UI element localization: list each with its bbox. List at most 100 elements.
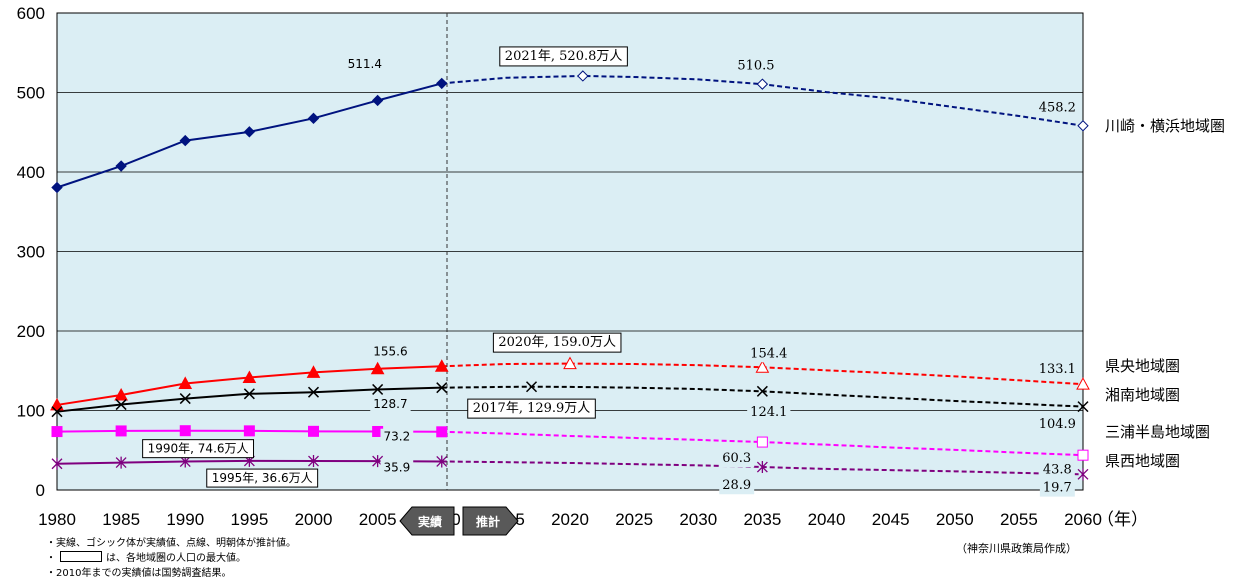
x-tick-2025: 2025 <box>615 510 653 529</box>
x-tick-2055: 2055 <box>1000 510 1038 529</box>
y-tick-200: 200 <box>17 322 45 341</box>
series-3-point-1980 <box>51 426 63 438</box>
series-2-point-2005 <box>372 383 384 395</box>
series-2-point-2010 <box>436 382 448 394</box>
series-0-point-1980 <box>51 181 63 194</box>
series-0-point-1985 <box>115 160 127 172</box>
projection-arrow-label: 推計 <box>476 514 500 529</box>
x-tick-2045: 2045 <box>872 510 910 529</box>
annotation-box-1 <box>499 46 628 67</box>
series-3-point-2000 <box>308 425 319 437</box>
annotation-bg-15 <box>1039 461 1075 479</box>
series-2-proj-point-2017 <box>525 381 538 393</box>
annotation-bg-3 <box>1035 99 1079 117</box>
projection-arrow: 推計 <box>462 506 519 536</box>
annotation-17: 35.9 <box>384 461 411 475</box>
series-label-1: 県央地域圏 <box>1105 357 1180 375</box>
annotation-5: 2020年, 159.0万人 <box>498 335 616 350</box>
note-line-2-suffix: は、各地域圏の人口の最大値。 <box>106 553 246 564</box>
x-tick-2040: 2040 <box>808 510 846 529</box>
y-tick-0: 0 <box>36 481 45 500</box>
annotation-7: 133.1 <box>1039 362 1076 377</box>
note-line-1: ・実線、ゴシック体が実績値、点線、明朝体が推計値。 <box>46 538 296 549</box>
annotation-bg-17 <box>380 459 414 476</box>
series-1-proj-point-2035 <box>755 360 770 373</box>
series-3-point-2010 <box>436 426 448 438</box>
annotation-bg-7 <box>1035 361 1079 379</box>
series-0-point-1990 <box>179 134 191 147</box>
series-2-point-1985 <box>115 399 127 411</box>
series-1-point-1985 <box>114 387 128 401</box>
annotation-box-9 <box>467 398 596 419</box>
series-4-point-1980 <box>51 457 63 470</box>
x-tick-2000: 2000 <box>295 510 333 529</box>
x-tick-2005: 2005 <box>359 510 397 529</box>
annotation-bg-0 <box>344 55 385 72</box>
annotations: 511.4 2021年, 520.8万人 510.5 458.2 155.6 2020年,… <box>142 46 1079 497</box>
series-label-2: 湘南地域圏 <box>1105 386 1180 404</box>
annotation-bg-11 <box>1035 416 1079 434</box>
annotation-box-16 <box>206 468 319 488</box>
y-tick-100: 100 <box>17 402 45 421</box>
annotation-19: 19.7 <box>1043 481 1072 496</box>
series-2-point-1990 <box>179 393 191 405</box>
x-axis-unit: （年） <box>1097 510 1148 530</box>
series-4-point-2010 <box>436 455 448 468</box>
series-2-point-1980 <box>51 406 63 418</box>
series-3-point-1990 <box>179 425 191 437</box>
series-2-point-1995 <box>243 388 255 400</box>
y-tick-600: 600 <box>17 4 45 23</box>
y-tick-500: 500 <box>17 84 45 103</box>
series-0-point-2010 <box>436 77 448 90</box>
annotation-10: 124.1 <box>750 405 787 420</box>
series-0-point-2005 <box>371 94 384 107</box>
series-2-projected-line <box>441 385 1084 408</box>
annotation-bg-2 <box>734 57 778 75</box>
x-tick-2030: 2030 <box>679 510 717 529</box>
x-tick-1990: 1990 <box>166 510 204 529</box>
x-tick-1995: 1995 <box>230 510 268 529</box>
annotation-2: 510.5 <box>737 58 774 73</box>
annotation-18: 28.9 <box>722 478 751 493</box>
series-1-point-2010 <box>434 359 449 372</box>
annotation-box-5 <box>492 332 622 353</box>
chart-notes: ・実線、ゴシック体が実績値、点線、明朝体が推計値。 ・ は、各地域圏の人口の最大値… <box>46 536 296 581</box>
annotation-bg-4 <box>370 343 411 360</box>
series-1-point-1995 <box>242 370 257 384</box>
axis-ticks: 0 100 200 300 400 500 600 1980 1985 1990 1995 2000 2… <box>17 4 1102 529</box>
series-2-proj-point-2035 <box>756 385 768 397</box>
series-3-proj-point-2060 <box>1077 449 1089 461</box>
note-line-2-prefix: ・ <box>46 553 56 564</box>
x-tick-1980: 1980 <box>38 510 76 529</box>
gridlines <box>57 92 1083 411</box>
series-3-proj-point-2035 <box>756 436 768 448</box>
series-3-point-1985 <box>115 425 127 437</box>
annotation-11: 104.9 <box>1039 417 1076 432</box>
annotation-4: 155.6 <box>373 345 407 359</box>
series-2-point-2000 <box>307 386 320 398</box>
actual-arrow-label: 実績 <box>418 514 442 529</box>
series-0-point-1995 <box>243 126 256 138</box>
annotation-12: 1990年, 74.6万人 <box>148 442 249 456</box>
source-note: （神奈川県政策局作成） <box>956 542 1077 555</box>
actual-arrow: 実績 <box>399 506 455 536</box>
annotation-8: 128.7 <box>373 397 407 411</box>
x-tick-1985: 1985 <box>102 510 140 529</box>
x-tick-2050: 2050 <box>936 510 974 529</box>
series-4-point-2000 <box>308 455 319 468</box>
series-0-proj-point-2021 <box>577 70 589 82</box>
series-1-point-2000 <box>306 365 321 378</box>
annotation-bg-19 <box>1039 479 1075 497</box>
x-tick-2060: 2060 <box>1064 510 1102 529</box>
annotation-bg-14 <box>719 450 755 468</box>
y-tick-400: 400 <box>17 163 45 182</box>
series-1-point-1980 <box>50 397 64 411</box>
series-0-point-2000 <box>307 112 320 125</box>
series-1-point-1990 <box>178 376 193 389</box>
annotation-3: 458.2 <box>1039 101 1076 116</box>
annotation-0: 511.4 <box>348 57 382 71</box>
annotation-15: 43.8 <box>1043 462 1072 477</box>
x-tick-2020: 2020 <box>551 510 589 529</box>
